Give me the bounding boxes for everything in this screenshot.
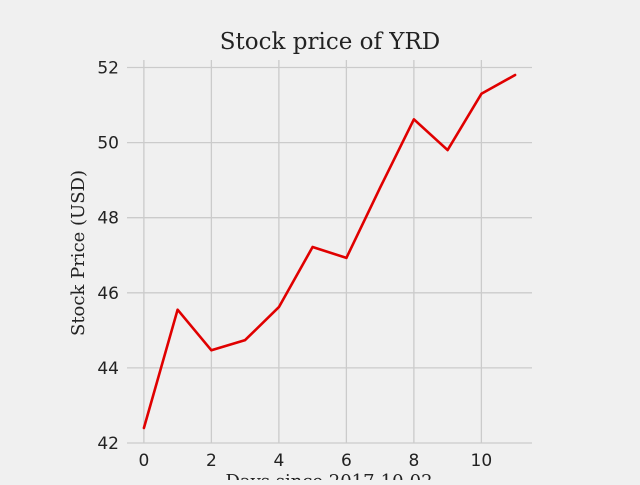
grid — [127, 60, 532, 444]
x-axis-label: Days since 2017-10-02 — [225, 471, 432, 480]
x-tick-label: 6 — [341, 451, 352, 471]
y-tick-label: 50 — [97, 134, 119, 154]
x-tick-label: 8 — [408, 451, 419, 471]
x-tick-label: 0 — [138, 451, 149, 471]
y-tick-label: 48 — [97, 209, 119, 229]
x-tick-label: 10 — [471, 451, 493, 471]
y-tick-label: 42 — [97, 434, 119, 454]
y-tick-label: 52 — [97, 59, 119, 79]
series-layer — [142, 73, 517, 430]
y-axis-label: Stock Price (USD) — [68, 170, 89, 336]
x-tick-label: 2 — [206, 451, 217, 471]
y-tick-label: 46 — [97, 284, 119, 304]
x-tick-label: 4 — [273, 451, 284, 471]
y-tick-label: 44 — [97, 359, 119, 379]
chart-title: Stock price of YRD — [220, 29, 440, 55]
series-line — [142, 73, 517, 430]
y-axis-ticks: 42 44 46 48 50 52 — [97, 59, 119, 454]
x-axis-ticks: 0 2 4 6 8 10 — [138, 451, 492, 471]
